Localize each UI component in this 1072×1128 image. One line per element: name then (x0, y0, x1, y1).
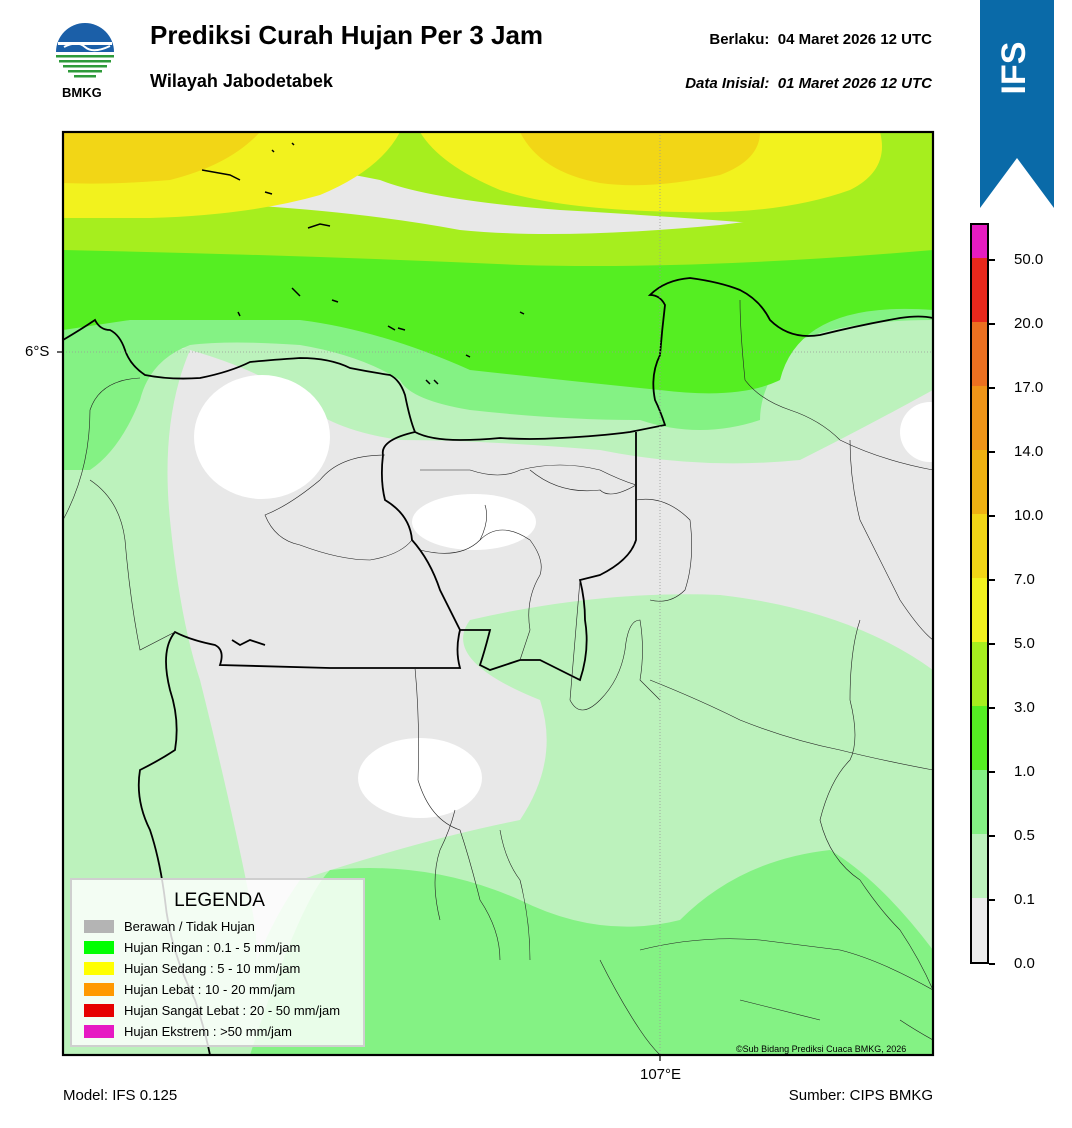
zone-yellow-green-2 (63, 180, 933, 266)
legend-item: Hujan Ringan : 0.1 - 5 mm/jam (84, 937, 340, 958)
colorbar-tick (989, 387, 995, 389)
zone-light-green-north (63, 310, 933, 464)
colorbar-tick (989, 515, 995, 517)
legend-item: Hujan Ekstrem : >50 mm/jam (84, 1021, 340, 1042)
colorbar-segment (972, 450, 987, 514)
zone-yellow-west (63, 132, 400, 218)
zone-white-4 (900, 402, 933, 462)
legend-swatch (84, 962, 114, 975)
colorbar-tick (989, 259, 995, 261)
legend-swatch (84, 1004, 114, 1017)
colorbar-tick-label: 20.0 (1014, 315, 1044, 332)
colorbar (970, 223, 989, 964)
ifs-badge: IFS (980, 0, 1054, 208)
colorbar-tick (989, 451, 995, 453)
map-credit: ©Sub Bidang Prediksi Cuaca BMKG, 2026 (736, 1044, 907, 1054)
colorbar-segment (972, 258, 987, 322)
colorbar-tick-label: 1.0 (1014, 763, 1035, 780)
colorbar-segment (972, 514, 987, 578)
colorbar-tick (989, 963, 995, 965)
legend-list: Berawan / Tidak Hujan Hujan Ringan : 0.1 … (84, 916, 340, 1042)
legend-item-label: Berawan / Tidak Hujan (124, 919, 255, 934)
legend-item: Berawan / Tidak Hujan (84, 916, 340, 937)
colorbar-segment (972, 642, 987, 706)
colorbar-tick-label: 14.0 (1014, 443, 1044, 460)
colorbar-tick-label: 0.5 (1014, 827, 1035, 844)
colorbar-tick (989, 771, 995, 773)
source-label: Sumber: CIPS BMKG (788, 1087, 933, 1104)
colorbar-tick (989, 707, 995, 709)
legend-item-label: Hujan Lebat : 10 - 20 mm/jam (124, 982, 296, 997)
lon-label: 107°E (640, 1066, 682, 1083)
zone-orange-west (63, 132, 260, 184)
legend-item: Hujan Lebat : 10 - 20 mm/jam (84, 979, 340, 1000)
colorbar-tick-label: 5.0 (1014, 635, 1035, 652)
colorbar-segment (972, 706, 987, 770)
zone-white-2 (412, 494, 536, 550)
region-subtitle: Wilayah Jabodetabek (150, 71, 333, 91)
ifs-badge-text: IFS (995, 41, 1033, 95)
legend-swatch (84, 983, 114, 996)
legend-item-label: Hujan Ringan : 0.1 - 5 mm/jam (124, 940, 301, 955)
colorbar-tick (989, 579, 995, 581)
colorbar-tick-label: 10.0 (1014, 507, 1044, 524)
page-title: Prediksi Curah Hujan Per 3 Jam (150, 20, 544, 50)
init-time: Data Inisial: 01 Maret 2026 12 UTC (685, 75, 932, 92)
colorbar-segment (972, 770, 987, 834)
colorbar-segment (972, 578, 987, 642)
boundary-west-dots (231, 639, 266, 647)
colorbar-tick (989, 643, 995, 645)
legend-item-label: Hujan Sangat Lebat : 20 - 50 mm/jam (124, 1003, 341, 1018)
colorbar-segment (972, 386, 987, 450)
zone-yellow-green (63, 132, 933, 226)
colorbar-segment (972, 225, 987, 258)
colorbar-segments (972, 225, 987, 962)
bmkg-logo-icon (56, 23, 114, 78)
legend-item-label: Hujan Ekstrem : >50 mm/jam (124, 1024, 292, 1039)
valid-label: Berlaku: (709, 31, 770, 48)
bmkg-logo (52, 20, 118, 100)
lat-label: 6°S (25, 343, 50, 360)
colorbar-tick (989, 323, 995, 325)
colorbar-tick (989, 899, 995, 901)
zone-white-1 (194, 375, 330, 499)
legend-item: Hujan Sangat Lebat : 20 - 50 mm/jam (84, 1000, 340, 1021)
legend-box: LEGENDA Berawan / Tidak Hujan Hujan Ringa… (70, 878, 365, 1047)
colorbar-tick-label: 7.0 (1014, 571, 1035, 588)
colorbar-segment (972, 834, 987, 898)
boundary-east (460, 432, 637, 682)
zone-bright-green (63, 230, 933, 394)
legend-swatch (84, 941, 114, 954)
legend-item-label: Hujan Sedang : 5 - 10 mm/jam (124, 961, 301, 976)
colorbar-tick (989, 835, 995, 837)
init-label: Data Inisial: (685, 75, 770, 92)
colorbar-tick-label: 50.0 (1014, 251, 1044, 268)
colorbar-segment (972, 322, 987, 386)
zone-yellow-east (420, 132, 882, 213)
islands (201, 142, 525, 385)
valid-value: 04 Maret 2026 12 UTC (777, 31, 932, 48)
model-label: Model: IFS 0.125 (63, 1087, 178, 1104)
colorbar-tick-label: 17.0 (1014, 379, 1044, 396)
colorbar-tick-label: 0.1 (1014, 891, 1035, 908)
legend-title: LEGENDA (174, 890, 265, 911)
ifs-badge-shape (980, 0, 1054, 208)
logo-text: BMKG (62, 85, 102, 100)
zone-white-3 (358, 738, 482, 818)
zone-green-north (63, 290, 933, 470)
zone-orange-east (520, 132, 760, 186)
colorbar-tick-label: 3.0 (1014, 699, 1035, 716)
legend-swatch (84, 920, 114, 933)
colorbar-tick-label: 0.0 (1014, 955, 1035, 972)
legend-item: Hujan Sedang : 5 - 10 mm/jam (84, 958, 340, 979)
coastline (63, 277, 933, 441)
valid-time: Berlaku: 04 Maret 2026 12 UTC (709, 31, 932, 48)
init-value: 01 Maret 2026 12 UTC (777, 75, 932, 92)
colorbar-segment (972, 898, 987, 962)
legend-swatch (84, 1025, 114, 1038)
